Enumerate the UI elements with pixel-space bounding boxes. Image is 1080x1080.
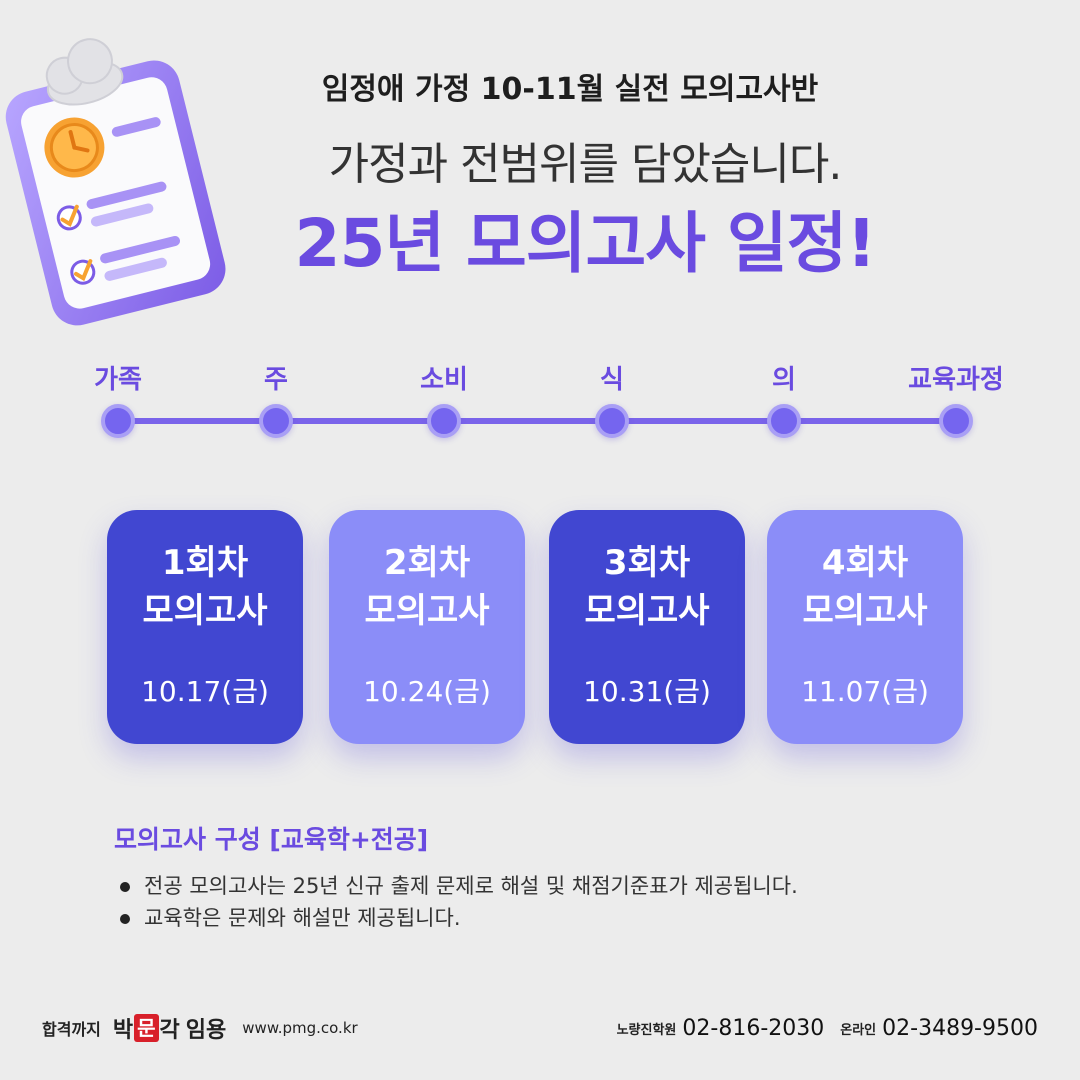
- timeline-label: 식: [600, 365, 624, 395]
- timeline-step-2: 주: [196, 360, 356, 438]
- timeline-dot: [939, 404, 973, 438]
- card-date: 11.07(금): [801, 675, 929, 708]
- timeline-line: [118, 418, 956, 424]
- timeline-label: 주: [264, 365, 288, 395]
- card-exam: 모의고사: [584, 591, 710, 631]
- brand-text-pre: 박: [112, 1018, 134, 1043]
- exam-card-1: 1회차 모의고사 10.17(금): [107, 510, 303, 744]
- footer-tagline: 합격까지: [42, 1020, 101, 1039]
- clipboard-checklist-icon: [5, 38, 226, 326]
- composition-item: 교육학은 문제와 해설만 제공됩니다.: [118, 902, 798, 934]
- composition-title: 모의고사 구성 [교육학+전공]: [114, 825, 429, 854]
- brand-mark: 문: [134, 1014, 159, 1042]
- card-date: 10.24(금): [363, 675, 491, 708]
- timeline-dot: [259, 404, 293, 438]
- brand-text-post: 각: [159, 1018, 180, 1043]
- timeline-step-6: 교육과정: [876, 360, 1036, 438]
- subject-timeline: 가족 주 소비 식 의 교육과정: [0, 360, 1080, 460]
- contact-label-online: 온라인: [840, 1022, 877, 1038]
- card-exam: 모의고사: [142, 591, 268, 631]
- timeline-label: 의: [772, 365, 796, 395]
- timeline-dot: [767, 404, 801, 438]
- card-round: 1회차: [161, 543, 249, 583]
- header-subtitle: 임정애 가정 10-11월 실전 모의고사반: [321, 72, 819, 107]
- timeline-step-4: 식: [532, 360, 692, 438]
- exam-card-3: 3회차 모의고사 10.31(금): [549, 510, 745, 744]
- card-round: 2회차: [383, 543, 471, 583]
- exam-card-2: 2회차 모의고사 10.24(금): [329, 510, 525, 744]
- website-link[interactable]: www.pmg.co.kr: [242, 1019, 358, 1037]
- timeline-label: 가족: [94, 365, 142, 395]
- card-exam: 모의고사: [802, 591, 928, 631]
- footer-brand-area: 합격까지 박 문 각 임용 www.pmg.co.kr: [42, 1010, 358, 1046]
- card-round: 4회차: [821, 543, 909, 583]
- timeline-step-3: 소비: [364, 360, 524, 438]
- timeline-label: 소비: [420, 365, 468, 395]
- contact-phone-online[interactable]: 02-3489-9500: [882, 1015, 1038, 1041]
- page-title: 25년 모의고사 일정!: [294, 205, 877, 282]
- timeline-dot: [427, 404, 461, 438]
- timeline-dot: [101, 404, 135, 438]
- timeline-label: 교육과정: [908, 365, 1004, 395]
- timeline-step-5: 의: [704, 360, 864, 438]
- brand-logo[interactable]: 박 문 각 임용: [113, 1012, 226, 1044]
- card-exam: 모의고사: [364, 591, 490, 631]
- timeline-dot: [595, 404, 629, 438]
- header-line: 가정과 전범위를 담았습니다.: [328, 139, 843, 190]
- footer-contacts: 노량진학원 02-816-2030 온라인 02-3489-9500: [617, 1010, 1038, 1046]
- composition-item: 전공 모의고사는 25년 신규 출제 문제로 해설 및 채점기준표가 제공됩니다…: [118, 870, 798, 902]
- card-round: 3회차: [603, 543, 691, 583]
- card-date: 10.31(금): [583, 675, 711, 708]
- timeline-step-1: 가족: [38, 360, 198, 438]
- contact-label-academy: 노량진학원: [616, 1022, 677, 1038]
- brand-subtitle: 임용: [185, 1018, 227, 1043]
- card-date: 10.17(금): [141, 675, 269, 708]
- contact-phone-academy[interactable]: 02-816-2030: [682, 1015, 825, 1041]
- composition-list: 전공 모의고사는 25년 신규 출제 문제로 해설 및 채점기준표가 제공됩니다…: [118, 870, 798, 934]
- exam-card-4: 4회차 모의고사 11.07(금): [767, 510, 963, 744]
